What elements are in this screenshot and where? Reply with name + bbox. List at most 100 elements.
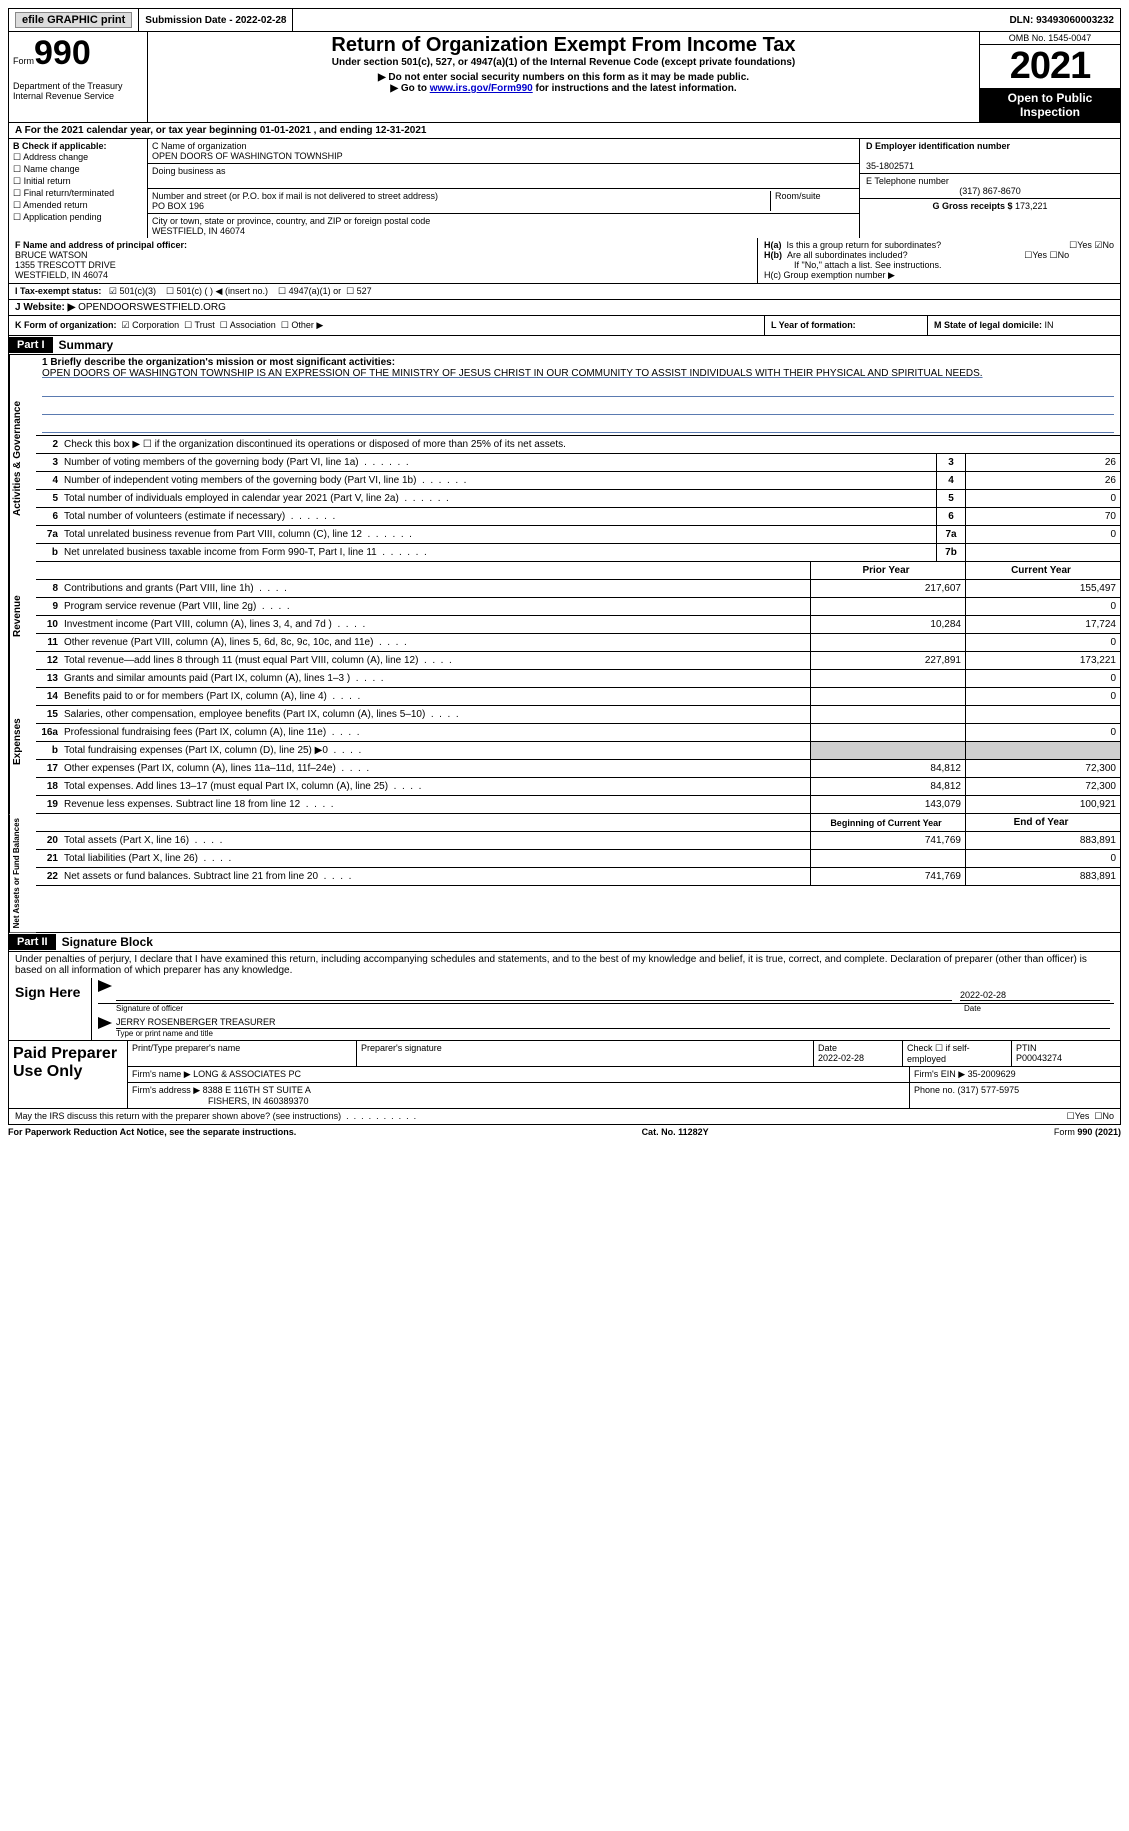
typed-label: Type or print name and title [98, 1029, 1114, 1038]
org-name: OPEN DOORS OF WASHINGTON TOWNSHIP [152, 151, 343, 161]
website-label: J Website: ▶ [15, 302, 75, 313]
hc-row: H(c) Group exemption number ▶ [764, 270, 1114, 281]
chk-initial[interactable]: ☐ Initial return [13, 176, 143, 187]
state-value: IN [1045, 320, 1054, 330]
chk-527[interactable]: 527 [357, 286, 372, 296]
form-word: Form [13, 56, 34, 66]
hb-row: H(b) Are all subordinates included? ☐Yes… [764, 250, 1114, 260]
vlabel-revenue: Revenue [9, 562, 36, 670]
tel-value: (317) 867-8670 [866, 186, 1114, 196]
end-year-header: End of Year [965, 814, 1120, 831]
chk-501c3[interactable]: 501(c)(3) [119, 286, 156, 296]
period-line: A For the 2021 calendar year, or tax yea… [8, 123, 1121, 139]
ein-value: 35-1802571 [866, 161, 914, 171]
part1-title: Summary [53, 336, 120, 354]
declaration-text: Under penalties of perjury, I declare th… [8, 952, 1121, 978]
pp-check[interactable]: Check ☐ if self-employed [902, 1041, 1011, 1066]
street-label: Number and street (or P.O. box if mail i… [152, 191, 438, 201]
officer-addr2: WESTFIELD, IN 46074 [15, 270, 108, 280]
chk-other[interactable]: Other ▶ [291, 320, 323, 330]
sign-here-label: Sign Here [9, 978, 91, 1040]
mission-text: OPEN DOORS OF WASHINGTON TOWNSHIP IS AN … [42, 368, 983, 379]
chk-corp[interactable]: Corporation [132, 320, 179, 330]
year-formation-label: L Year of formation: [771, 320, 856, 330]
chk-final[interactable]: ☐ Final return/terminated [13, 188, 143, 199]
firm-ein: 35-2009629 [968, 1069, 1016, 1079]
officer-addr1: 1355 TRESCOTT DRIVE [15, 260, 116, 270]
chk-pending[interactable]: ☐ Application pending [13, 212, 143, 223]
vlabel-activities: Activities & Governance [9, 355, 36, 562]
sig-date: 2022-02-28 [960, 990, 1110, 1001]
omb-number: OMB No. 1545-0047 [980, 32, 1120, 45]
firm-addr2: FISHERS, IN 460389370 [132, 1096, 309, 1106]
pp-sig-label: Preparer's signature [356, 1041, 813, 1066]
tel-label: E Telephone number [866, 176, 949, 186]
chk-address[interactable]: ☐ Address change [13, 152, 143, 163]
state-label: M State of legal domicile: [934, 320, 1045, 330]
room-label: Room/suite [770, 191, 855, 211]
top-bar: efile GRAPHIC print Submission Date - 20… [8, 8, 1121, 32]
dba-label: Doing business as [152, 166, 226, 176]
ein-label: D Employer identification number [866, 141, 1010, 151]
efile-label: efile GRAPHIC print [9, 9, 139, 31]
ha-row: H(a) Is this a group return for subordin… [764, 240, 1114, 250]
line2-label: Check this box ▶ ☐ if the organization d… [62, 438, 1120, 451]
part2-title: Signature Block [56, 933, 159, 951]
city-label: City or town, state or province, country… [152, 216, 430, 226]
beginning-year-header: Beginning of Current Year [810, 814, 965, 831]
submission-date: Submission Date - 2022-02-28 [139, 9, 293, 31]
pp-name-label: Print/Type preparer's name [127, 1041, 356, 1066]
tax-year: 2021 [980, 45, 1120, 88]
line1-label: 1 Briefly describe the organization's mi… [42, 357, 395, 368]
form-org-label: K Form of organization: [15, 320, 117, 330]
ptin-value: P00043274 [1016, 1053, 1062, 1063]
firm-phone: (317) 577-5975 [958, 1085, 1020, 1095]
entity-section: B Check if applicable: ☐ Address change … [8, 139, 1121, 238]
dept-label: Department of the Treasury Internal Reve… [13, 81, 143, 101]
vlabel-netassets: Net Assets or Fund Balances [9, 814, 36, 932]
firm-addr1: 8388 E 116TH ST SUITE A [203, 1085, 311, 1095]
dln: DLN: 93493060003232 [1003, 9, 1120, 31]
part1-header: Part I [9, 337, 53, 353]
date-label: Date [964, 1004, 1114, 1013]
website-value: OPENDOORSWESTFIELD.ORG [75, 302, 226, 313]
hb-note: If "No," attach a list. See instructions… [764, 260, 1114, 270]
arrow-icon [98, 980, 112, 992]
arrow-icon [98, 1017, 112, 1029]
chk-name[interactable]: ☐ Name change [13, 164, 143, 175]
street-value: PO BOX 196 [152, 201, 204, 211]
city-value: WESTFIELD, IN 46074 [152, 226, 245, 236]
form-number: 990 [34, 34, 91, 72]
chk-trust[interactable]: Trust [195, 320, 215, 330]
paid-preparer-label: Paid Preparer Use Only [9, 1041, 127, 1108]
typed-name: JERRY ROSENBERGER TREASURER [116, 1017, 276, 1027]
paperwork-notice: For Paperwork Reduction Act Notice, see … [8, 1127, 296, 1137]
firm-name: LONG & ASSOCIATES PC [193, 1069, 301, 1079]
gross-value: 173,221 [1015, 201, 1048, 211]
irs-link[interactable]: www.irs.gov/Form990 [430, 83, 533, 94]
chk-4947[interactable]: 4947(a)(1) or [289, 286, 342, 296]
org-name-label: C Name of organization [152, 141, 247, 151]
form-subtitle: Under section 501(c), 527, or 4947(a)(1)… [154, 57, 973, 68]
officer-name: BRUCE WATSON [15, 250, 88, 260]
gross-label: G Gross receipts $ [932, 201, 1015, 211]
chk-501c[interactable]: 501(c) ( ) ◀ (insert no.) [177, 286, 268, 296]
pp-date: 2022-02-28 [818, 1053, 864, 1063]
sig-officer-label: Signature of officer [116, 1004, 964, 1013]
chk-amended[interactable]: ☐ Amended return [13, 200, 143, 211]
prior-year-header: Prior Year [810, 562, 965, 579]
part2-header: Part II [9, 934, 56, 950]
note-ssn: ▶ Do not enter social security numbers o… [154, 72, 973, 83]
vlabel-expenses: Expenses [9, 670, 36, 814]
cat-no: Cat. No. 11282Y [642, 1127, 709, 1137]
form-title: Return of Organization Exempt From Incom… [154, 34, 973, 57]
chk-assoc[interactable]: Association [230, 320, 276, 330]
note-link: ▶ Go to www.irs.gov/Form990 for instruct… [154, 83, 973, 94]
open-inspection: Open to Public Inspection [980, 88, 1120, 122]
officer-label: F Name and address of principal officer: [15, 240, 187, 250]
current-year-header: Current Year [965, 562, 1120, 579]
form-header: Form990 Department of the Treasury Inter… [8, 32, 1121, 123]
b-label: B Check if applicable: [13, 141, 107, 151]
discuss-label: May the IRS discuss this return with the… [15, 1111, 341, 1121]
tax-status-label: I Tax-exempt status: [15, 286, 101, 296]
